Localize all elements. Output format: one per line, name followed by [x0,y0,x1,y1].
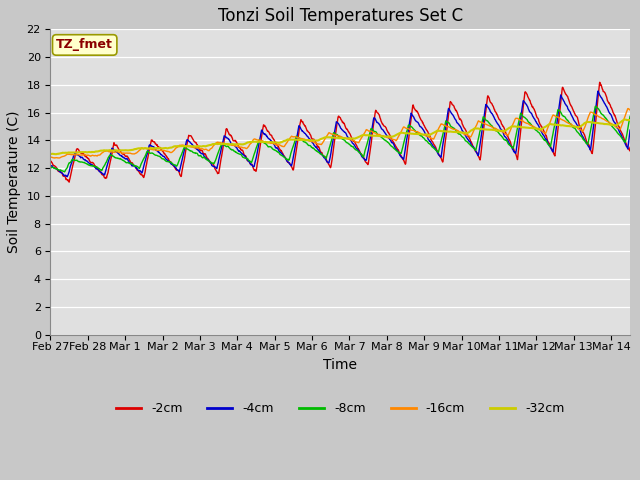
-2cm [141,172,148,178]
-2cm [579,129,586,135]
-4cm [47,163,54,168]
Text: TZ_fmet: TZ_fmet [56,38,113,51]
Line: -2cm: -2cm [51,77,640,182]
-2cm [637,84,640,89]
-8cm [637,110,640,116]
Title: Tonzi Soil Temperatures Set C: Tonzi Soil Temperatures Set C [218,7,463,25]
-4cm [63,174,71,180]
-16cm [491,125,499,131]
-4cm [632,84,639,90]
-4cm [323,159,331,165]
-16cm [624,106,632,111]
-2cm [65,179,73,185]
-2cm [491,108,499,114]
-8cm [629,99,637,105]
-16cm [47,155,54,160]
-4cm [637,96,640,101]
-32cm [47,151,54,157]
Line: -16cm: -16cm [51,108,640,158]
-32cm [579,122,586,128]
-32cm [52,151,60,157]
-16cm [579,128,586,134]
-8cm [491,127,499,132]
-2cm [335,114,342,120]
-8cm [579,135,586,141]
-16cm [54,155,62,161]
-8cm [335,133,342,139]
Line: -8cm: -8cm [51,102,640,172]
-32cm [637,119,640,125]
-32cm [141,145,148,151]
-8cm [141,155,148,160]
-4cm [141,161,148,167]
-16cm [141,145,148,151]
Legend: -2cm, -4cm, -8cm, -16cm, -32cm: -2cm, -4cm, -8cm, -16cm, -32cm [111,397,569,420]
-16cm [335,133,342,139]
-32cm [335,135,342,141]
-2cm [47,159,54,165]
-8cm [47,165,54,170]
-16cm [323,133,331,139]
-4cm [335,120,342,126]
X-axis label: Time: Time [323,358,357,372]
-8cm [61,169,68,175]
-2cm [323,158,331,164]
-4cm [579,133,586,139]
-32cm [323,134,331,140]
Line: -32cm: -32cm [51,120,640,154]
-16cm [637,114,640,120]
-32cm [491,127,499,133]
-4cm [491,117,499,122]
-2cm [634,74,640,80]
Y-axis label: Soil Temperature (C): Soil Temperature (C) [7,111,21,253]
-8cm [323,153,331,158]
-32cm [621,117,629,122]
Line: -4cm: -4cm [51,87,640,177]
